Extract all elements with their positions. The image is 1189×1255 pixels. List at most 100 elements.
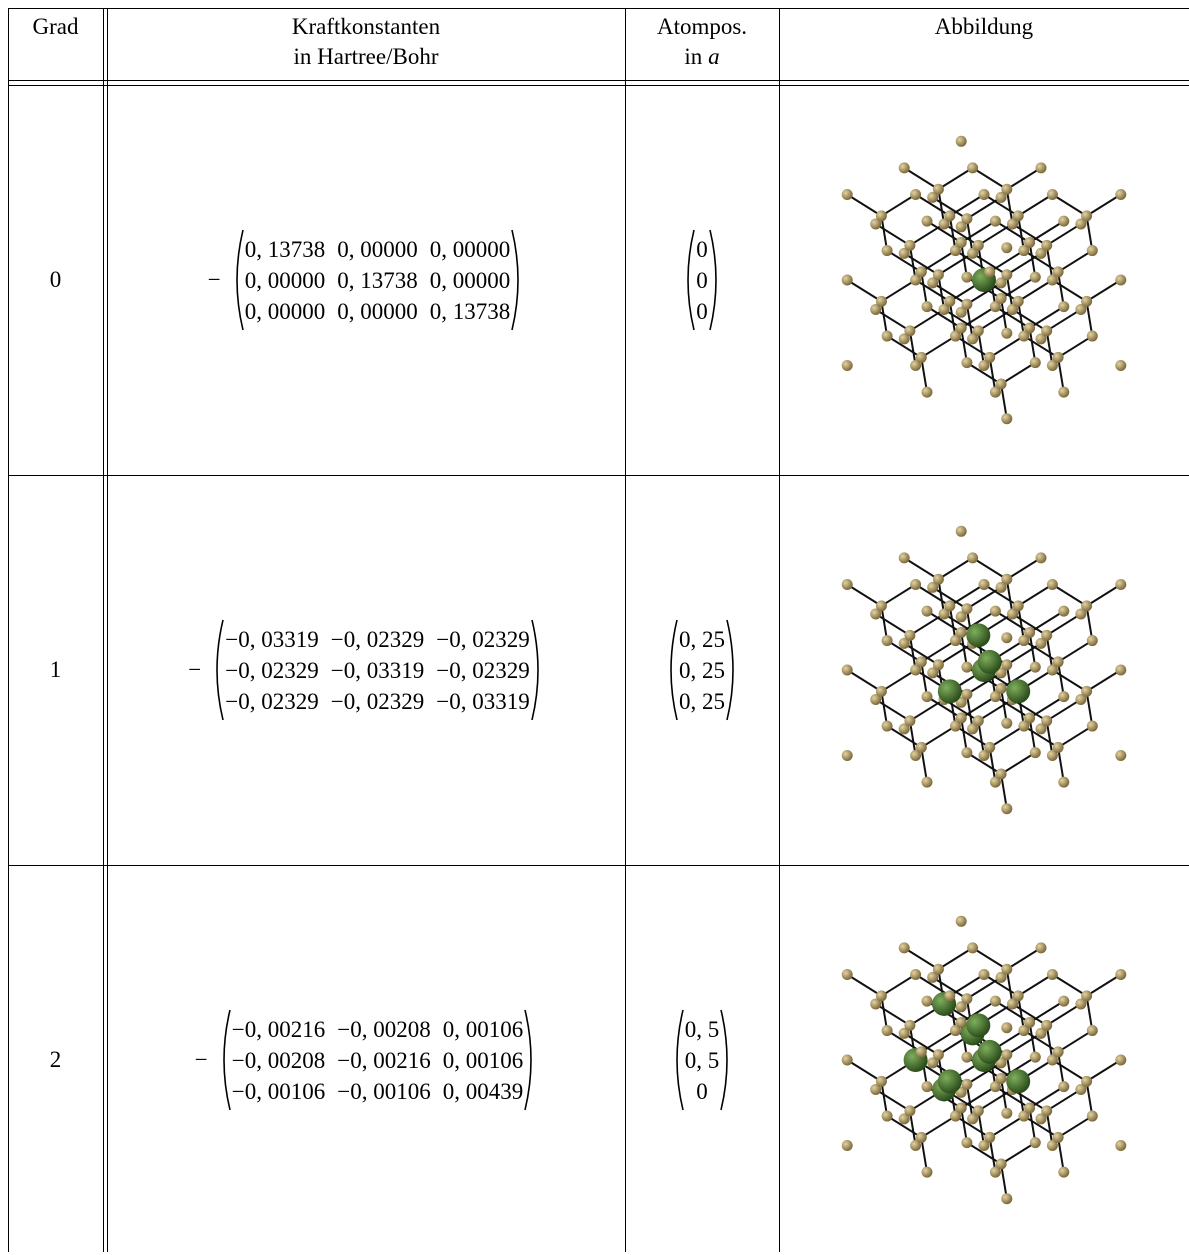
bond bbox=[926, 695, 962, 719]
atom bbox=[904, 239, 916, 251]
atom bbox=[1001, 269, 1013, 281]
atom bbox=[955, 611, 967, 623]
bond bbox=[1086, 669, 1122, 693]
matrix-entry: −0, 02329 bbox=[225, 657, 319, 683]
bond bbox=[954, 1115, 991, 1139]
atom bbox=[1115, 750, 1127, 761]
bond bbox=[908, 330, 917, 366]
bond bbox=[1023, 335, 1059, 359]
atom bbox=[915, 351, 927, 363]
bond bbox=[972, 947, 1008, 971]
atom bbox=[1001, 242, 1013, 254]
atom bbox=[995, 971, 1007, 983]
bond bbox=[1000, 688, 1008, 724]
atom bbox=[961, 271, 973, 283]
bond bbox=[908, 1110, 917, 1146]
atom bbox=[1058, 691, 1070, 703]
atom bbox=[1052, 266, 1064, 278]
bond bbox=[937, 252, 974, 276]
atom bbox=[1035, 552, 1047, 564]
bond bbox=[1017, 279, 1053, 303]
atom bbox=[1052, 1046, 1064, 1058]
atom bbox=[961, 357, 973, 369]
atom bbox=[955, 1016, 967, 1028]
atom bbox=[910, 579, 922, 590]
atom bbox=[1081, 295, 1093, 307]
atom bbox=[995, 683, 1007, 695]
bond bbox=[908, 720, 917, 756]
bond bbox=[1057, 1137, 1065, 1173]
bond bbox=[1029, 1000, 1065, 1024]
atom bbox=[1115, 1054, 1127, 1066]
bond bbox=[943, 308, 979, 332]
atom bbox=[1075, 303, 1087, 315]
atom bbox=[1018, 720, 1030, 732]
matrix-entry: −0, 00208 bbox=[231, 1047, 326, 1073]
bond bbox=[994, 220, 1031, 244]
bond bbox=[1000, 1163, 1008, 1199]
matrix-entry: 0, 00106 bbox=[442, 1047, 524, 1073]
atom bbox=[841, 360, 853, 371]
header-cell: Atompos. in a bbox=[625, 12, 779, 72]
atom bbox=[938, 218, 950, 230]
atom bbox=[1018, 245, 1030, 257]
atom bbox=[1058, 605, 1070, 617]
grad-cell: 2 bbox=[49, 1047, 62, 1072]
matrix-sign: − bbox=[194, 1047, 208, 1072]
image-cell bbox=[779, 865, 1189, 1255]
bond bbox=[1000, 1141, 1036, 1165]
bond bbox=[880, 691, 889, 727]
atom bbox=[921, 776, 933, 788]
vector-entry: 0 bbox=[696, 236, 708, 262]
atom bbox=[984, 741, 996, 753]
bond bbox=[1029, 305, 1065, 329]
bond bbox=[1000, 1078, 1008, 1114]
bond bbox=[1045, 1110, 1054, 1146]
bond bbox=[1051, 193, 1088, 217]
atom bbox=[1115, 664, 1127, 676]
rule bbox=[8, 475, 1189, 476]
bond bbox=[932, 282, 968, 306]
bond bbox=[1006, 947, 1042, 971]
atom bbox=[1058, 995, 1070, 1007]
atom bbox=[961, 661, 973, 673]
atom bbox=[989, 776, 1001, 788]
bond bbox=[920, 249, 957, 273]
atom bbox=[1046, 664, 1058, 676]
bond bbox=[1000, 666, 1036, 690]
atom bbox=[1035, 1027, 1047, 1039]
bond bbox=[1051, 1059, 1088, 1083]
atom bbox=[881, 1110, 893, 1122]
atom bbox=[1086, 245, 1098, 257]
bond bbox=[1057, 725, 1093, 749]
bond bbox=[937, 189, 946, 225]
bond bbox=[1029, 610, 1065, 634]
atom bbox=[1001, 1107, 1013, 1119]
atom bbox=[921, 691, 933, 703]
atom bbox=[1001, 659, 1013, 671]
rule bbox=[8, 80, 1189, 81]
parenthesis bbox=[235, 229, 244, 331]
atom bbox=[841, 274, 853, 286]
atom bbox=[938, 303, 950, 315]
atom bbox=[870, 218, 882, 230]
bond bbox=[994, 305, 1031, 329]
bond bbox=[1085, 301, 1094, 337]
atom bbox=[989, 691, 1001, 703]
bond bbox=[1028, 632, 1037, 668]
atom bbox=[881, 245, 893, 257]
atom bbox=[955, 712, 967, 724]
atom bbox=[1046, 1140, 1058, 1151]
bond bbox=[915, 193, 951, 217]
header-text: Atompos. bbox=[656, 14, 748, 39]
atom bbox=[955, 236, 967, 248]
matrix-entry: 0, 00000 bbox=[337, 298, 418, 324]
bond bbox=[903, 642, 939, 666]
matrix-entry: 0, 13738 bbox=[337, 267, 418, 293]
header-text: Kraftkonstanten bbox=[291, 14, 441, 39]
position-cell: 0, 25 0, 25 0, 25 bbox=[625, 475, 779, 865]
atom bbox=[1046, 1054, 1058, 1066]
bond bbox=[949, 583, 985, 607]
bond bbox=[886, 639, 922, 663]
bond bbox=[1046, 223, 1082, 247]
